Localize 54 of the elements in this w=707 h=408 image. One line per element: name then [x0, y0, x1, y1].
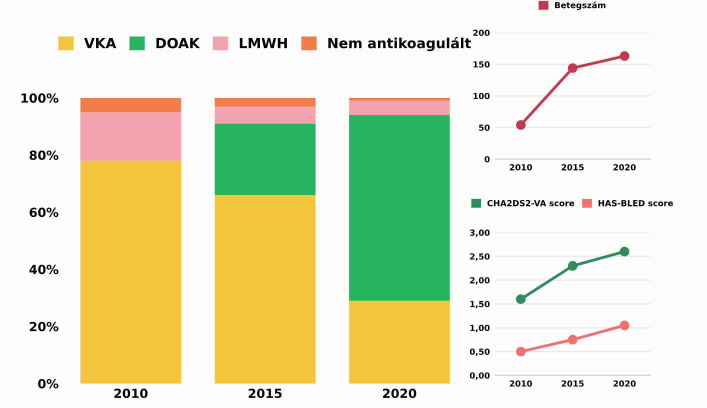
y-tick-label: 2,00: [470, 277, 490, 285]
bar: [349, 300, 450, 384]
point: [516, 120, 526, 130]
bar: [349, 98, 450, 101]
x-tick-label: 2015: [248, 388, 282, 398]
legend-label: CHA2DS2-VA score: [487, 200, 574, 206]
bar: [80, 112, 182, 161]
bar: [349, 115, 450, 301]
x-tick-label: 2010: [114, 388, 148, 398]
y-tick-label: 3,00: [470, 230, 490, 237]
bar: [214, 124, 316, 196]
point: [516, 346, 526, 356]
x-tick-label: 2020: [614, 380, 636, 387]
x-tick-label: 2020: [614, 164, 636, 170]
y-tick-label: 100: [474, 92, 490, 100]
legend-label: HAS-BLED score: [598, 200, 673, 206]
point: [620, 51, 630, 61]
bar: [80, 98, 182, 112]
y-tick-label: 0,50: [470, 348, 490, 356]
y-tick-label: 1,00: [470, 324, 490, 332]
y-tick-label: 80%: [30, 150, 58, 160]
point: [620, 320, 630, 330]
y-tick-label: 20%: [30, 322, 58, 332]
y-tick-label: 0%: [38, 378, 58, 388]
legend-label: DOAK: [156, 38, 200, 48]
y-tick-label: 1,50: [470, 300, 490, 308]
y-tick-label: 2,50: [470, 253, 490, 261]
y-tick-label: 0,00: [470, 372, 490, 380]
x-tick-label: 2015: [562, 164, 584, 170]
y-tick-label: 0: [484, 156, 490, 162]
x-tick-label: 2015: [562, 380, 584, 387]
point: [568, 63, 578, 73]
x-tick-label: 2010: [510, 380, 532, 387]
x-tick-label: 2020: [383, 388, 416, 398]
bar: [349, 100, 450, 116]
y-tick-label: 100%: [22, 93, 58, 103]
point: [620, 246, 630, 256]
y-tick-label: 50: [479, 124, 490, 131]
legend-label: VKA: [84, 38, 116, 48]
legend-label: Betegszám: [555, 2, 606, 10]
y-tick-label: 60%: [30, 208, 58, 218]
point: [568, 261, 578, 271]
legend-label: Nem antikoagulált: [328, 37, 471, 52]
bar: [80, 160, 182, 384]
bar: [214, 106, 316, 124]
legend-label: LMWH: [240, 38, 287, 48]
y-tick-label: 200: [473, 30, 490, 36]
point: [516, 294, 526, 304]
bar: [214, 98, 316, 106]
y-tick-label: 150: [474, 61, 490, 68]
x-tick-label: 2010: [510, 164, 532, 170]
y-tick-label: 40%: [29, 264, 58, 274]
point: [568, 334, 578, 345]
bar: [214, 195, 316, 384]
